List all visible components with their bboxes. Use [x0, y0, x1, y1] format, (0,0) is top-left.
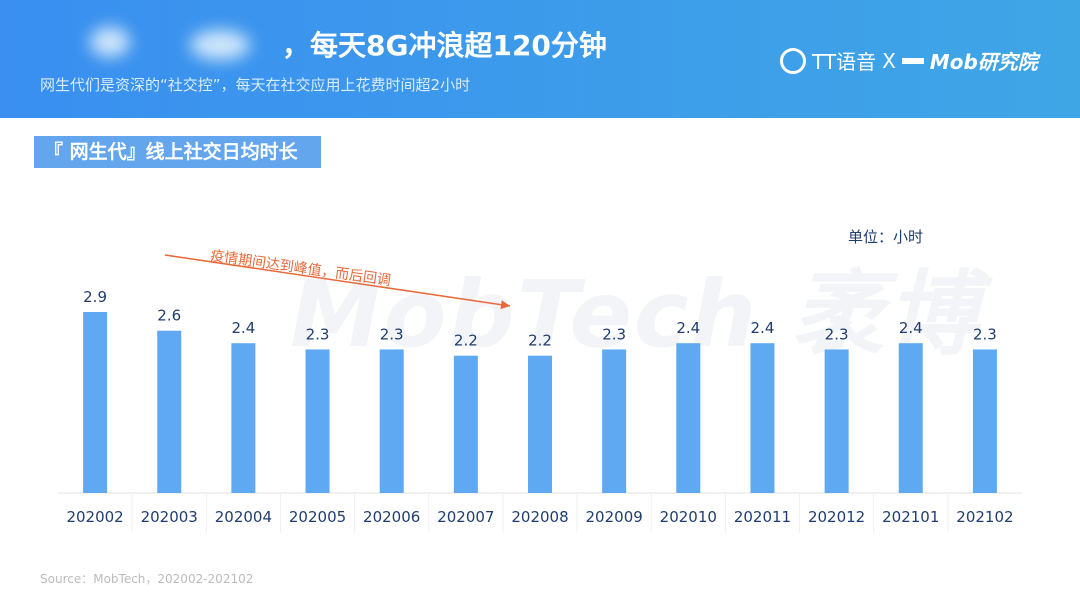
- bar: [528, 355, 552, 493]
- bar: [305, 349, 330, 493]
- logo-separator: X: [882, 48, 896, 73]
- data-label: 2.3: [380, 325, 404, 343]
- x-tick-label: 202006: [363, 508, 420, 526]
- bar: [898, 343, 923, 493]
- data-label: 2.6: [157, 307, 181, 325]
- data-label: 2.2: [528, 332, 552, 350]
- data-label: 2.4: [899, 319, 923, 337]
- x-tick-label: 202102: [956, 508, 1013, 526]
- x-tick-label: 202002: [66, 508, 123, 526]
- tt-face-icon: [780, 47, 806, 74]
- section-title: 『 网生代』线上社交日均时长: [34, 136, 321, 168]
- bar: [824, 349, 849, 493]
- brand-logos: TT语音 X Mob研究院: [780, 46, 1038, 75]
- data-label: 2.9: [83, 288, 107, 306]
- x-tick-label: 202009: [586, 508, 643, 526]
- bar: [972, 349, 997, 493]
- bar: [602, 349, 627, 493]
- bar: [83, 312, 108, 493]
- source-note: Source：MobTech，202002-202102: [40, 572, 254, 586]
- x-tick-label: 202101: [882, 508, 939, 526]
- bar: [676, 343, 701, 493]
- watermark: MobTech 袤博: [290, 261, 980, 368]
- tt-logo-text: TT语音: [812, 50, 877, 74]
- data-label: 2.3: [973, 325, 997, 343]
- x-tick-label: 202003: [141, 508, 198, 526]
- data-label: 2.4: [231, 319, 255, 337]
- x-tick-label: 202010: [660, 508, 717, 526]
- bar: [379, 349, 404, 493]
- data-label: 2.3: [602, 325, 626, 343]
- trend-arrow: [164, 254, 511, 310]
- x-tick-label: 202012: [808, 508, 865, 526]
- x-tick-label: 202007: [437, 508, 494, 526]
- header-banner: ，每天8G冲浪超120分钟 网生代们是资深的“社交控”，每天在社交应用上花费时间…: [0, 0, 1080, 118]
- bar: [157, 330, 182, 493]
- data-label: 2.4: [676, 319, 700, 337]
- data-label: 2.3: [306, 325, 330, 343]
- mob-bar-icon: [901, 57, 924, 64]
- x-tick-label: 202004: [215, 508, 272, 526]
- data-label: 2.4: [751, 319, 775, 337]
- bar: [750, 343, 775, 493]
- x-tick-label: 202008: [511, 508, 568, 526]
- x-tick-label: 202011: [734, 508, 791, 526]
- unit-label: 单位：小时: [848, 228, 924, 246]
- blurred-title-prefix: [40, 22, 270, 62]
- mob-logo-text: Mob研究院: [929, 50, 1038, 74]
- page-subtitle: 网生代们是资深的“社交控”，每天在社交应用上花费时间超2小时: [40, 76, 471, 94]
- page-title: ，每天8G冲浪超120分钟: [282, 29, 607, 62]
- x-tick-label: 202005: [289, 508, 346, 526]
- bar: [453, 355, 478, 493]
- bar: [231, 343, 256, 493]
- data-label: 2.3: [825, 325, 849, 343]
- data-label: 2.2: [454, 332, 478, 350]
